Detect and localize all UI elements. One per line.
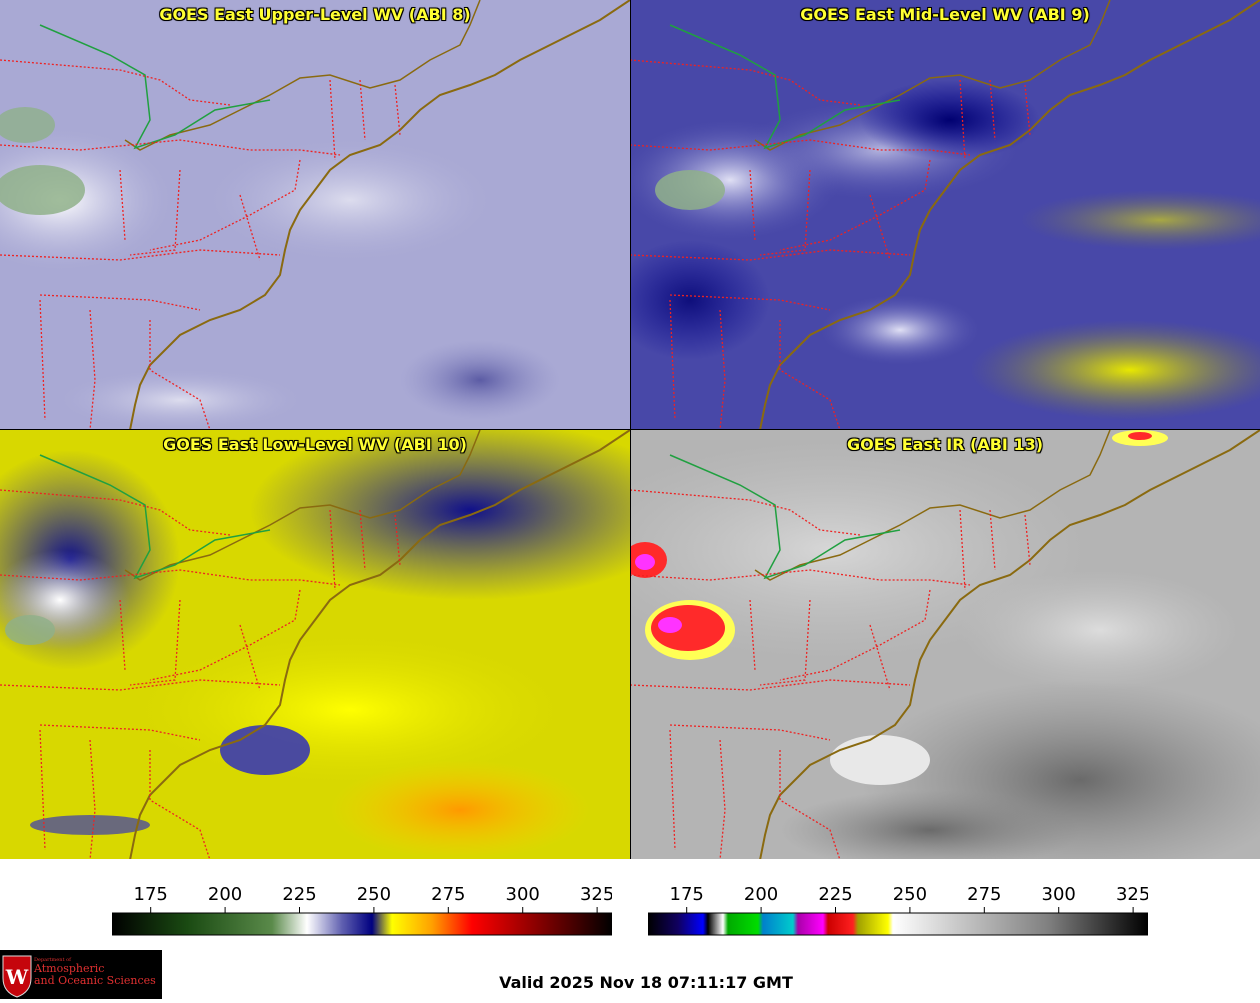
uw-crest-icon: W (2, 955, 32, 998)
ir-panel: GOES East IR (ABI 13) (630, 430, 1260, 859)
ir-colorbar-tick-label: 200 (744, 884, 778, 905)
logo-line-2: Atmospheric (34, 962, 105, 976)
upper-level-wv-title: GOES East Upper-Level WV (ABI 8) (159, 5, 471, 24)
ir-colorbar-tick-label: 300 (1042, 884, 1076, 905)
ir-colorbar-tick-label: 275 (967, 884, 1001, 905)
low-level-wv-panel: GOES East Low-Level WV (ABI 10) (0, 430, 630, 859)
ir-colorbar: 175 200 225 250 275 300 325 (647, 875, 1150, 937)
wv-colorbar-tick-label: 325 (580, 884, 612, 905)
ir-colorbar-tick-label: 225 (818, 884, 852, 905)
upper-level-wv-panel: GOES East Upper-Level WV (ABI 8) (0, 0, 630, 430)
logo-line-3: and Oceanic Sciences (34, 973, 156, 987)
upper-level-wv-image (0, 0, 630, 430)
wv-colorbar-tick-label: 200 (208, 884, 242, 905)
mid-level-wv-panel: GOES East Mid-Level WV (ABI 9) (630, 0, 1260, 430)
ir-colorbar-tick-label: 175 (670, 884, 704, 905)
wv-colorbar-tick-label: 225 (282, 884, 316, 905)
wv-colorbar-tick-label: 175 (134, 884, 168, 905)
logo-line-1: Department of (34, 957, 71, 963)
wv-colorbar-tick-label: 275 (431, 884, 465, 905)
aos-logo: W Department of Atmospheric and Oceanic … (0, 950, 162, 999)
low-level-wv-image (0, 430, 630, 859)
valid-time: Valid 2025 Nov 18 07:11:17 GMT (499, 973, 793, 992)
ir-title: GOES East IR (ABI 13) (846, 435, 1044, 454)
wv-colorbar-graphic: 175 200 225 250 275 300 325 (111, 884, 614, 936)
wv-colorbar-tick-label: 300 (506, 884, 540, 905)
panel-divider-horizontal (0, 429, 1260, 430)
ir-image (630, 430, 1260, 859)
mid-level-wv-image (630, 0, 1260, 430)
ir-colorbar-tick-label: 325 (1116, 884, 1148, 905)
low-level-wv-title: GOES East Low-Level WV (ABI 10) (163, 435, 467, 454)
mid-level-wv-title: GOES East Mid-Level WV (ABI 9) (800, 5, 1090, 24)
wv-colorbar-tick-label: 250 (357, 884, 391, 905)
ir-colorbar-tick-label: 250 (893, 884, 927, 905)
wv-colorbar: 175 200 225 250 275 300 325 (111, 875, 614, 937)
ir-colorbar-graphic: 175 200 225 250 275 300 325 (647, 884, 1150, 936)
svg-text:W: W (5, 965, 29, 989)
